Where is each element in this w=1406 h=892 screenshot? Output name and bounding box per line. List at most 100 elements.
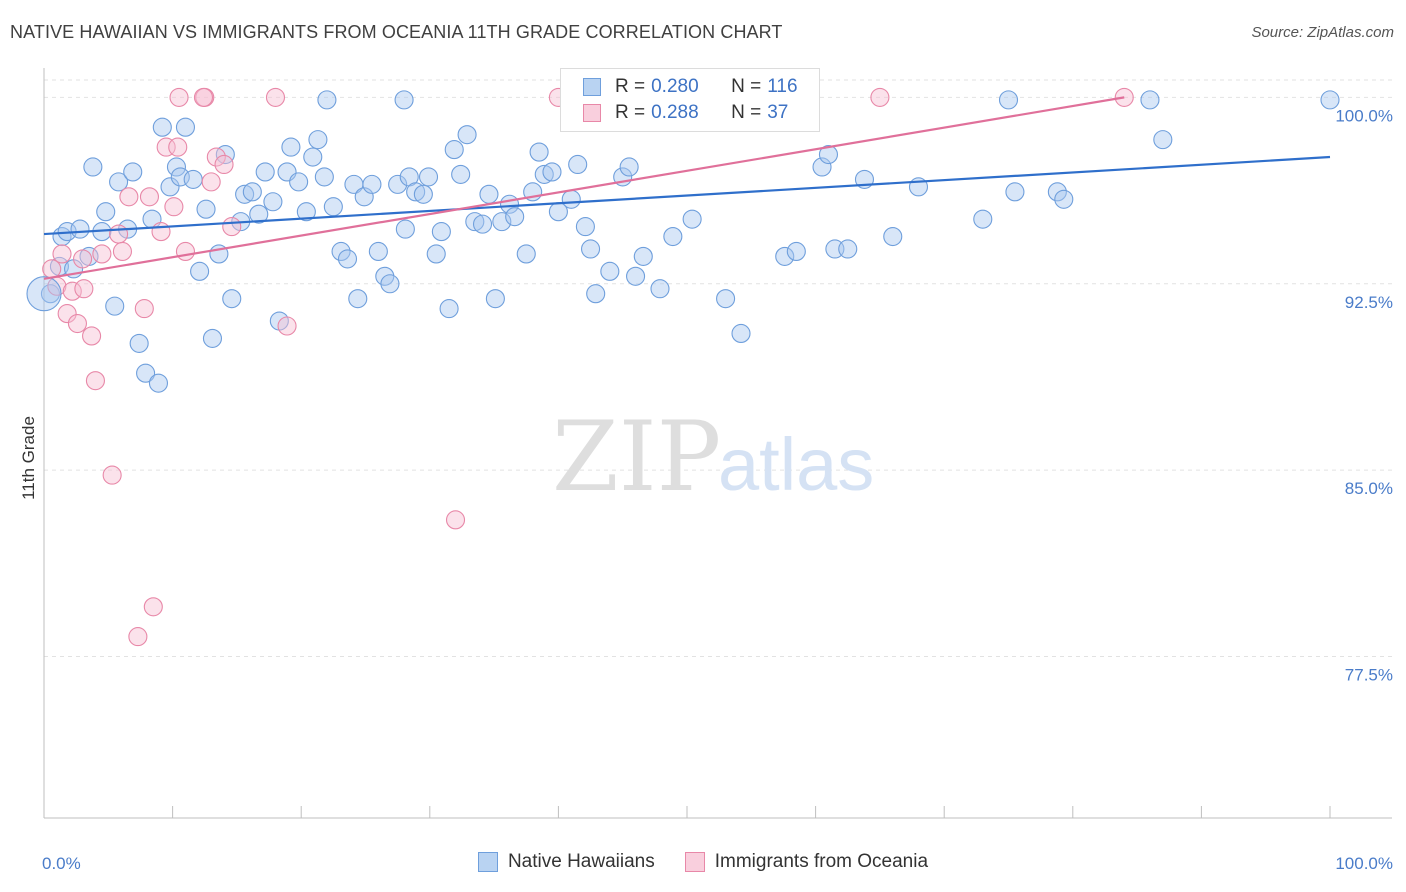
y-tick-label: 100.0% — [1335, 106, 1393, 125]
x-tick-label: 0.0% — [42, 854, 81, 873]
series-legend: Native Hawaiians Immigrants from Oceania — [0, 851, 1406, 873]
data-point-pink — [82, 326, 102, 346]
series-legend-label: Native Hawaiians — [507, 851, 655, 872]
data-point-blue — [568, 154, 588, 175]
watermark-zip: ZIP — [552, 401, 721, 513]
stats-legend: R = 0.280 N = 116 R = 0.288 N = 37 — [560, 68, 820, 132]
data-point-blue — [406, 182, 426, 202]
data-point-blue — [534, 164, 554, 184]
data-point-blue — [235, 184, 255, 204]
data-point-pink — [214, 154, 234, 175]
data-point-blue — [650, 279, 670, 299]
legend-n-label: N = — [731, 102, 762, 123]
data-point-blue — [731, 323, 751, 344]
data-point-blue — [1320, 90, 1340, 110]
data-point-blue — [479, 184, 499, 204]
y-tick-label: 92.5% — [1345, 293, 1393, 312]
data-point-pink — [73, 249, 93, 269]
data-point-blue — [485, 289, 505, 309]
series-legend-item-immigrants-oceania: Immigrants from Oceania — [684, 851, 928, 873]
data-point-blue — [388, 174, 408, 194]
data-point-blue — [1140, 90, 1160, 110]
data-point-pink — [102, 465, 122, 485]
axis-layer — [43, 68, 1392, 819]
data-point-blue — [337, 249, 358, 269]
data-point-pink — [265, 87, 286, 107]
data-point-blue — [838, 239, 858, 259]
source-credit: Source: ZipAtlas.com — [1251, 24, 1394, 41]
data-point-pink — [201, 172, 221, 192]
data-point-pink — [109, 224, 129, 244]
data-point-blue — [289, 172, 309, 192]
data-point-blue — [575, 217, 595, 237]
legend-row-immigrants-oceania: R = 0.288 N = 37 — [583, 102, 788, 124]
y-tick-label: 85.0% — [1345, 479, 1393, 498]
data-point-blue — [426, 244, 446, 264]
legend-r-label: R = — [615, 76, 646, 97]
data-point-blue — [317, 90, 337, 110]
data-point-pink — [222, 217, 242, 237]
data-point-pink — [445, 510, 466, 530]
data-point-pink — [277, 316, 297, 336]
data-point-blue — [439, 299, 459, 319]
legend-r-label: R = — [615, 102, 646, 123]
y-tick-label: 77.5% — [1345, 665, 1393, 684]
legend-n-value: 116 — [767, 76, 798, 97]
data-point-blue — [529, 142, 549, 162]
data-point-pink — [52, 244, 72, 264]
data-point-pink — [175, 241, 196, 262]
data-point-blue — [472, 214, 493, 234]
data-point-blue — [166, 157, 187, 177]
data-point-blue — [818, 144, 839, 165]
data-point-blue — [148, 373, 169, 393]
data-point-blue — [249, 204, 269, 224]
trend-lines — [43, 96, 1331, 280]
data-point-blue — [413, 184, 433, 204]
data-point-pink — [85, 371, 105, 391]
data-point-blue — [492, 212, 512, 232]
data-point-blue — [431, 222, 451, 242]
legend-n-value: 37 — [767, 102, 789, 123]
watermark-atlas: atlas — [718, 423, 874, 506]
data-point-blue — [395, 219, 415, 239]
legend-r-value: 0.288 — [651, 102, 699, 123]
data-point-blue — [1054, 189, 1074, 209]
data-point-blue — [242, 182, 262, 202]
legend-row-native-hawaiians: R = 0.280 N = 116 — [583, 76, 798, 98]
data-point-blue — [281, 137, 301, 157]
data-point-blue — [323, 197, 343, 217]
data-point-pink — [151, 222, 171, 242]
data-point-blue — [883, 226, 903, 247]
data-point-pink — [134, 299, 154, 319]
data-point-blue — [348, 289, 368, 309]
data-point-blue — [202, 328, 223, 348]
data-point-blue — [1047, 182, 1067, 202]
trend-line-blue — [43, 155, 1331, 236]
legend-n-label: N = — [731, 76, 762, 97]
data-point-blue — [457, 125, 477, 145]
data-point-blue — [296, 202, 316, 222]
data-point-pink — [870, 87, 890, 107]
data-point-blue — [561, 189, 581, 209]
legend-swatch-blue — [583, 78, 601, 96]
data-point-blue — [626, 266, 646, 286]
data-point-blue — [152, 117, 172, 137]
data-point-pink — [57, 304, 77, 324]
data-point-blue — [222, 289, 242, 309]
data-point-blue — [600, 261, 620, 281]
data-point-blue — [314, 167, 334, 187]
data-point-blue — [619, 157, 639, 177]
data-point-blue — [160, 177, 180, 197]
data-point-blue — [331, 241, 351, 262]
data-point-blue — [123, 162, 143, 182]
y-tick-labels: 100.0% 92.5% 85.0% 77.5% — [1335, 106, 1393, 684]
data-point-blue — [516, 244, 536, 264]
series-swatch-pink — [684, 852, 705, 872]
data-point-blue — [542, 162, 562, 182]
data-point-blue — [812, 157, 832, 177]
data-point-pink — [67, 313, 87, 334]
data-point-blue — [183, 169, 203, 189]
data-point-pink — [128, 627, 148, 647]
legend-r-value: 0.280 — [651, 76, 699, 97]
data-point-blue — [255, 162, 275, 182]
